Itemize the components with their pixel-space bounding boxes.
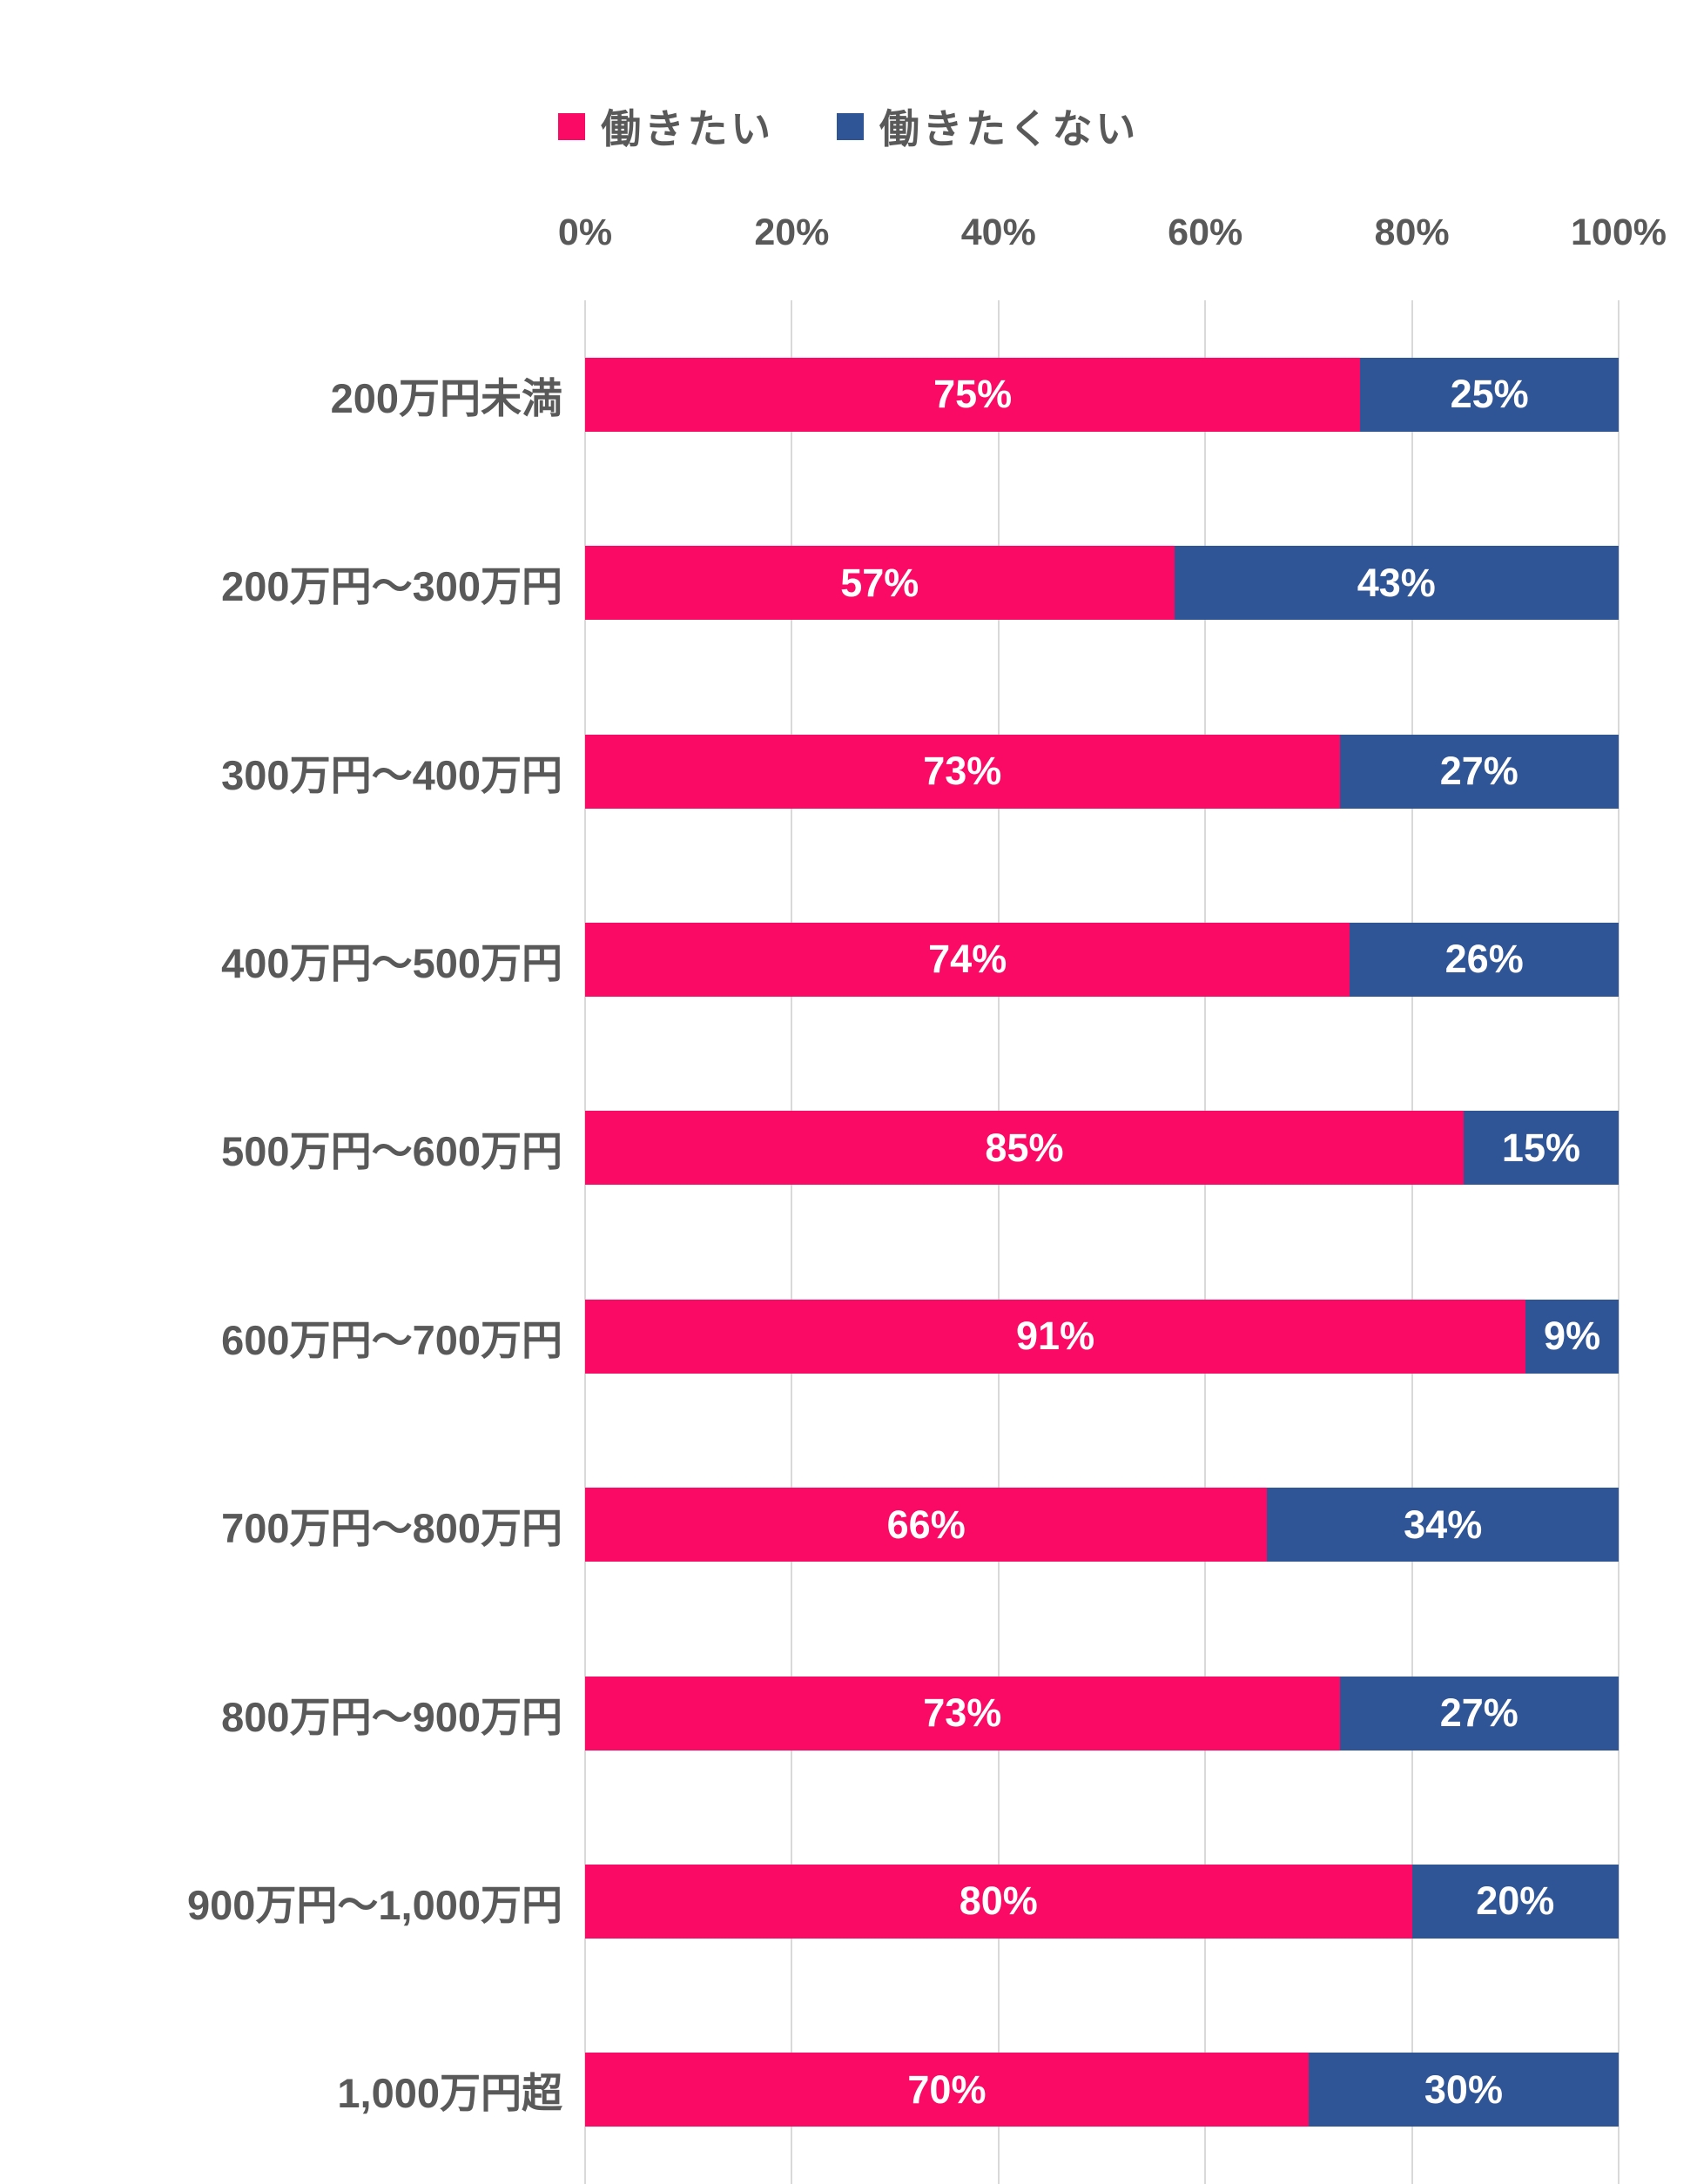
value-label: 73% bbox=[923, 749, 1002, 794]
value-label: 9% bbox=[1544, 1314, 1601, 1359]
chart-row: 200万円〜300万円 57% 43% bbox=[221, 488, 1619, 676]
x-axis: 0% 20% 40% 60% 80% 100% bbox=[558, 212, 1667, 272]
value-label: 20% bbox=[1476, 1878, 1555, 1924]
value-label: 91% bbox=[1016, 1314, 1095, 1359]
category-label: 900万円〜1,000万円 bbox=[186, 1881, 562, 1928]
bar-segment-want-to-work: 91% bbox=[585, 1299, 1526, 1374]
value-label: 34% bbox=[1404, 1502, 1483, 1547]
value-label: 43% bbox=[1357, 560, 1436, 605]
legend-swatch-icon bbox=[558, 112, 586, 140]
category-label: 1,000万円超 bbox=[337, 2070, 562, 2117]
chart-row: 300万円〜400万円 73% 27% bbox=[221, 677, 1619, 865]
gridline bbox=[584, 300, 586, 2184]
bar-segment-not-want-to-work: 43% bbox=[1174, 546, 1619, 621]
value-label: 85% bbox=[985, 1125, 1064, 1170]
gridline bbox=[1411, 300, 1413, 2184]
chart-row: 500万円〜600万円 85% 15% bbox=[221, 1054, 1619, 1242]
bar-segment-want-to-work: 66% bbox=[585, 1488, 1268, 1562]
chart-row: 1,000万円超 70% 30% bbox=[337, 1996, 1619, 2184]
value-label: 57% bbox=[840, 560, 919, 605]
stacked-bar: 75% 25% bbox=[585, 357, 1619, 432]
chart-row: 200万円未満 75% 25% bbox=[331, 300, 1619, 488]
x-axis-tick-label: 40% bbox=[960, 212, 1036, 253]
chart-row: 600万円〜700万円 91% 9% bbox=[221, 1242, 1619, 1430]
legend-item: 働きたくない bbox=[836, 97, 1139, 155]
chart-row: 800万円〜900万円 73% 27% bbox=[221, 1619, 1619, 1807]
legend-label: 働きたい bbox=[601, 106, 774, 151]
category-label: 200万円未満 bbox=[330, 374, 562, 421]
value-label: 73% bbox=[923, 1690, 1002, 1736]
category-label: 300万円〜400万円 bbox=[221, 751, 562, 798]
bar-rows: 200万円未満 75% 25% 200万円〜300万円 57% 43% 300万円〜400万… bbox=[187, 300, 1619, 2184]
bar-segment-not-want-to-work: 15% bbox=[1463, 1111, 1619, 1186]
stacked-bar: 66% 34% bbox=[585, 1488, 1619, 1562]
bar-segment-want-to-work: 70% bbox=[585, 2053, 1309, 2127]
x-axis-tick-label: 60% bbox=[1168, 212, 1243, 253]
x-axis-tick-label: 0% bbox=[557, 212, 613, 253]
value-label: 30% bbox=[1424, 2066, 1503, 2112]
bar-segment-not-want-to-work: 34% bbox=[1267, 1488, 1619, 1562]
stacked-bar: 73% 27% bbox=[585, 1676, 1619, 1751]
gridline bbox=[1618, 300, 1620, 2184]
bar-segment-not-want-to-work: 27% bbox=[1339, 1676, 1619, 1751]
value-label: 80% bbox=[959, 1878, 1038, 1924]
category-label: 700万円〜800万円 bbox=[221, 1505, 562, 1552]
x-axis-tick-label: 80% bbox=[1374, 212, 1450, 253]
chart-row: 400万円〜500万円 74% 26% bbox=[221, 865, 1619, 1053]
stacked-bar: 70% 30% bbox=[585, 2053, 1619, 2127]
bar-segment-want-to-work: 57% bbox=[585, 546, 1175, 621]
value-label: 25% bbox=[1450, 372, 1529, 417]
chart-row: 900万円〜1,000万円 80% 20% bbox=[187, 1807, 1619, 1995]
x-axis-tick-label: 20% bbox=[754, 212, 830, 253]
category-label: 600万円〜700万円 bbox=[221, 1316, 562, 1363]
value-label: 26% bbox=[1444, 937, 1524, 982]
stacked-bar: 57% 43% bbox=[585, 546, 1619, 621]
chart-row: 700万円〜800万円 66% 34% bbox=[221, 1430, 1619, 1618]
bar-segment-want-to-work: 85% bbox=[585, 1111, 1464, 1186]
stacked-bar: 91% 9% bbox=[585, 1299, 1619, 1374]
value-label: 66% bbox=[886, 1502, 966, 1547]
legend: 働きたい 働きたくない bbox=[0, 97, 1697, 155]
legend-label: 働きたくない bbox=[879, 106, 1139, 151]
gridline bbox=[997, 300, 1000, 2184]
stacked-bar: 74% 26% bbox=[585, 922, 1619, 997]
category-label: 500万円〜600万円 bbox=[221, 1128, 562, 1175]
value-label: 70% bbox=[907, 2066, 987, 2112]
bar-segment-not-want-to-work: 20% bbox=[1411, 1864, 1619, 1939]
bar-segment-not-want-to-work: 30% bbox=[1308, 2053, 1619, 2127]
bar-segment-want-to-work: 74% bbox=[585, 922, 1350, 997]
stacked-bar: 85% 15% bbox=[585, 1111, 1619, 1186]
bar-segment-want-to-work: 73% bbox=[585, 734, 1340, 809]
stacked-bar: 73% 27% bbox=[585, 734, 1619, 809]
value-label: 15% bbox=[1501, 1125, 1580, 1170]
x-axis-tick-label: 100% bbox=[1571, 212, 1667, 253]
plot-area: 200万円未満 75% 25% 200万円〜300万円 57% 43% 300万円〜400万… bbox=[187, 300, 1620, 2184]
value-label: 75% bbox=[933, 372, 1013, 417]
category-label: 400万円〜500万円 bbox=[221, 939, 562, 986]
gridline bbox=[1204, 300, 1207, 2184]
value-label: 74% bbox=[928, 937, 1007, 982]
bar-segment-want-to-work: 75% bbox=[585, 357, 1361, 432]
legend-item: 働きたい bbox=[558, 97, 774, 155]
bar-segment-not-want-to-work: 25% bbox=[1360, 357, 1619, 432]
stacked-bar: 80% 20% bbox=[585, 1864, 1619, 1939]
bar-segment-not-want-to-work: 26% bbox=[1350, 922, 1619, 997]
category-label: 800万円〜900万円 bbox=[221, 1693, 562, 1740]
gridline bbox=[791, 300, 793, 2184]
value-label: 27% bbox=[1439, 749, 1519, 794]
value-label: 27% bbox=[1439, 1690, 1519, 1736]
category-label: 200万円〜300万円 bbox=[221, 563, 562, 610]
bar-segment-not-want-to-work: 27% bbox=[1339, 734, 1619, 809]
bar-segment-want-to-work: 73% bbox=[585, 1676, 1340, 1751]
bar-segment-want-to-work: 80% bbox=[585, 1864, 1412, 1939]
bar-segment-not-want-to-work: 9% bbox=[1525, 1299, 1619, 1374]
legend-swatch-icon bbox=[836, 112, 864, 140]
